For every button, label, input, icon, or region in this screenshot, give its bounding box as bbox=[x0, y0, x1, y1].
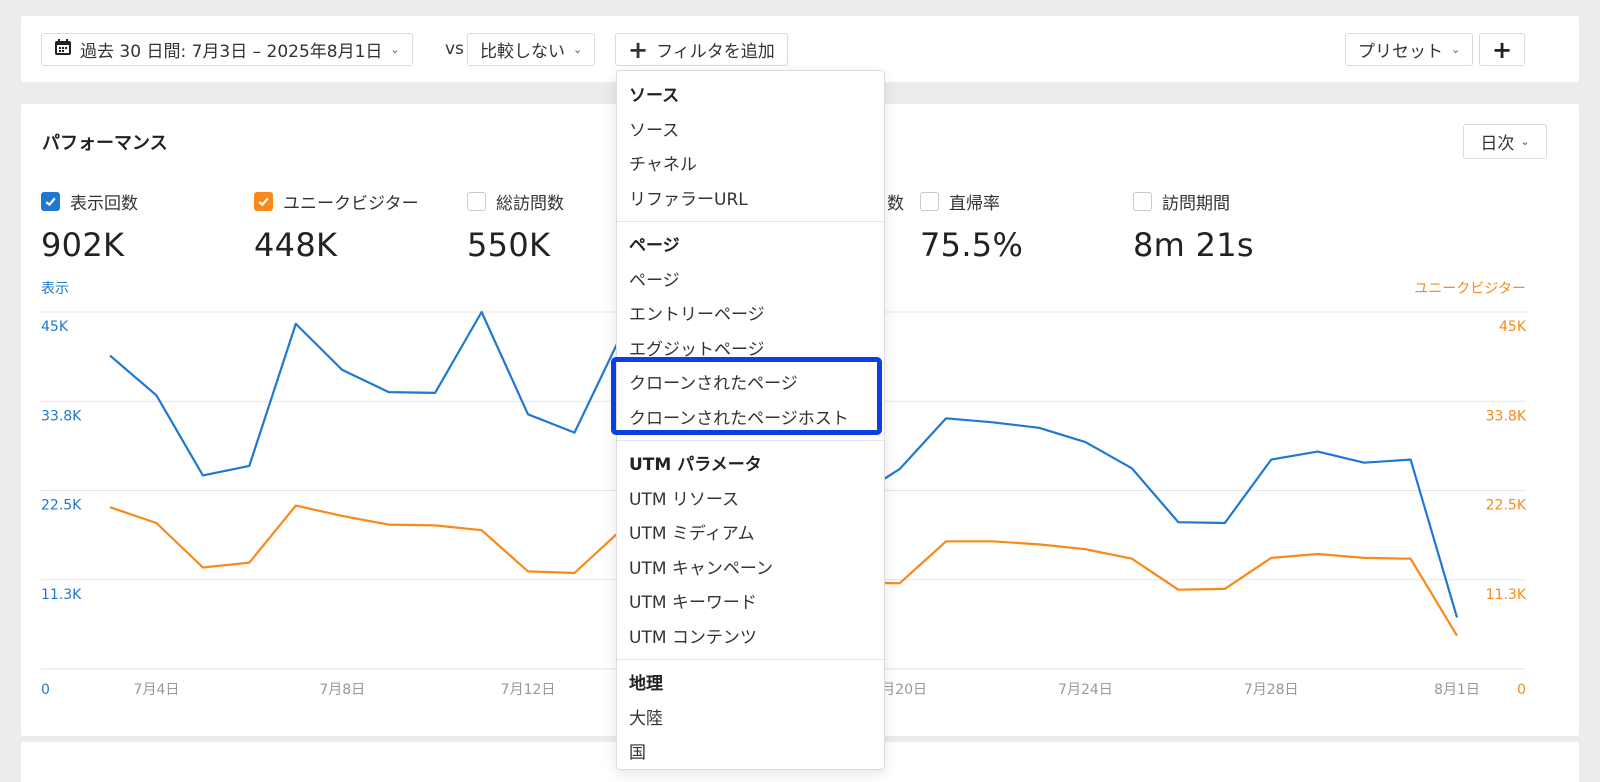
plus-icon: + bbox=[628, 35, 649, 64]
menu-section-header: UTM パラメータ bbox=[629, 455, 762, 475]
metric-label: 表示回数 bbox=[70, 194, 138, 214]
menu-section-header: 地理 bbox=[629, 674, 663, 694]
menu-item[interactable]: UTM ミディアム bbox=[629, 524, 755, 544]
interval-label: 日次 bbox=[1480, 134, 1515, 154]
y-tick-right: 45K bbox=[1499, 319, 1527, 335]
menu-separator bbox=[617, 659, 884, 660]
menu-item[interactable]: ページ bbox=[629, 270, 680, 291]
interval-dropdown[interactable]: 日次 ⌄ bbox=[1463, 124, 1547, 159]
metric-label: 訪問期間 bbox=[1162, 194, 1230, 214]
metric-value: 8m 21s bbox=[1133, 226, 1254, 264]
metric-pageviews[interactable]: 表示回数 902K bbox=[41, 189, 138, 264]
chevron-down-icon: ⌄ bbox=[1451, 43, 1461, 56]
compare-label: 比較しない bbox=[480, 42, 565, 62]
metric-label: 直帰率 bbox=[949, 194, 1000, 214]
menu-item[interactable]: ソース bbox=[629, 120, 680, 141]
x-tick-label: 7月8日 bbox=[319, 682, 365, 698]
metric-value: 448K bbox=[254, 226, 338, 264]
metric-value: 550K bbox=[467, 226, 551, 264]
metric-partial: 数 bbox=[887, 189, 904, 214]
x-tick-label: 7月28日 bbox=[1244, 682, 1299, 698]
menu-item[interactable]: クローンされたページホスト bbox=[629, 408, 849, 429]
metric-label: ユニークビジター bbox=[283, 194, 419, 214]
metric-total-visits[interactable]: 総訪問数 550K bbox=[467, 189, 564, 264]
chevron-down-icon: ⌄ bbox=[573, 43, 583, 56]
menu-item[interactable]: UTM リソース bbox=[629, 489, 740, 510]
menu-separator bbox=[617, 440, 884, 441]
y-tick-left: 0 bbox=[41, 682, 50, 698]
menu-item[interactable]: クローンされたページ bbox=[629, 374, 798, 394]
menu-item[interactable]: UTM キャンペーン bbox=[629, 558, 774, 579]
preset-dropdown[interactable]: プリセット ⌄ bbox=[1345, 33, 1474, 66]
checkbox-unchecked[interactable] bbox=[920, 192, 939, 211]
checkbox-checked[interactable] bbox=[254, 192, 273, 211]
calendar-icon bbox=[54, 38, 72, 61]
series-line-unique-visitors bbox=[853, 540, 1458, 637]
metric-value: 902K bbox=[41, 226, 125, 264]
x-tick-label: 8月1日 bbox=[1434, 682, 1480, 698]
plus-icon: + bbox=[1491, 35, 1513, 64]
metric-label: 数 bbox=[887, 194, 904, 214]
metric-label: 総訪問数 bbox=[496, 194, 564, 214]
add-filter-label: フィルタを追加 bbox=[656, 42, 775, 62]
y-tick-left: 33.8K bbox=[41, 408, 82, 424]
left-axis-title: 表示 bbox=[41, 281, 69, 297]
menu-item[interactable]: エントリーページ bbox=[629, 305, 765, 325]
preset-label: プリセット bbox=[1358, 42, 1443, 62]
y-tick-right: 22.5K bbox=[1486, 498, 1527, 514]
date-range-label: 過去 30 日間: 7月3日 – 2025年8月1日 bbox=[80, 42, 383, 62]
menu-item[interactable]: チャネル bbox=[629, 155, 697, 175]
checkbox-checked[interactable] bbox=[41, 192, 60, 211]
x-tick-label: 7月20日 bbox=[872, 682, 927, 698]
x-tick-label: 7月4日 bbox=[134, 682, 180, 698]
menu-item[interactable]: 大陸 bbox=[629, 708, 663, 729]
menu-item[interactable]: 国 bbox=[629, 743, 646, 763]
x-tick-label: 7月24日 bbox=[1058, 682, 1113, 698]
series-line-pageviews bbox=[852, 417, 1459, 618]
y-tick-left: 45K bbox=[41, 319, 69, 335]
add-filter-button[interactable]: + フィルタを追加 bbox=[615, 33, 788, 66]
menu-section-header: ページ bbox=[629, 236, 680, 256]
checkbox-unchecked[interactable] bbox=[467, 192, 486, 211]
menu-item[interactable]: リファラーURL bbox=[629, 189, 748, 210]
series-line-unique-visitors bbox=[109, 504, 622, 575]
menu-item[interactable]: エグジットページ bbox=[629, 339, 765, 360]
chevron-down-icon: ⌄ bbox=[1520, 135, 1530, 148]
y-tick-right: 11.3K bbox=[1486, 587, 1527, 603]
menu-item[interactable]: UTM キーワード bbox=[629, 593, 757, 613]
metric-unique-visitors[interactable]: ユニークビジター 448K bbox=[254, 189, 419, 264]
filter-dropdown-menu: ソース ソース チャネル リファラーURL ページ ページ エントリーページ エグジットページ… bbox=[616, 70, 885, 770]
vs-label: vs bbox=[445, 39, 464, 59]
right-axis-title: ユニークビジター bbox=[1414, 281, 1526, 297]
series-line-pageviews bbox=[109, 310, 622, 477]
metric-visit-duration[interactable]: 訪問期間 8m 21s bbox=[1133, 189, 1254, 264]
menu-item[interactable]: UTM コンテンツ bbox=[629, 627, 757, 648]
metric-value: 75.5% bbox=[920, 226, 1024, 264]
checkbox-unchecked[interactable] bbox=[1133, 192, 1152, 211]
x-tick-label: 7月12日 bbox=[501, 682, 556, 698]
metric-bounce-rate[interactable]: 直帰率 75.5% bbox=[920, 189, 1023, 264]
chevron-down-icon: ⌄ bbox=[390, 43, 400, 56]
date-range-picker[interactable]: 過去 30 日間: 7月3日 – 2025年8月1日 ⌄ bbox=[41, 33, 413, 66]
panel-title: パフォーマンス bbox=[42, 133, 168, 154]
y-tick-right: 33.8K bbox=[1486, 408, 1527, 424]
y-tick-right: 0 bbox=[1517, 682, 1526, 698]
y-tick-left: 22.5K bbox=[41, 498, 82, 514]
menu-section-header: ソース bbox=[629, 86, 680, 106]
menu-separator bbox=[617, 221, 884, 222]
compare-dropdown[interactable]: 比較しない ⌄ bbox=[467, 33, 596, 66]
y-tick-left: 11.3K bbox=[41, 587, 82, 603]
add-preset-button[interactable]: + bbox=[1479, 33, 1525, 66]
